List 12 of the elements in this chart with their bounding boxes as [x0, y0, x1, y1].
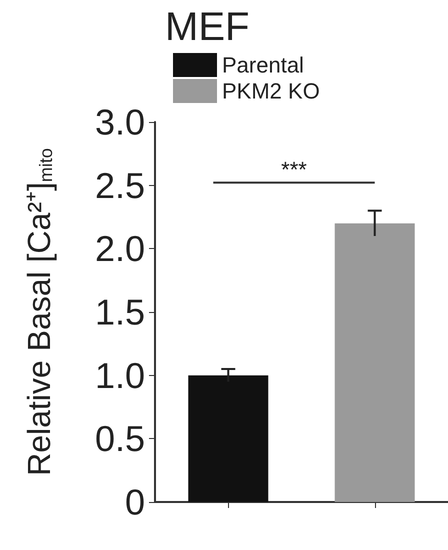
- annotation: ***: [281, 157, 308, 182]
- y-tick-label: 2.5: [94, 164, 145, 206]
- y-tick-label: 0.5: [94, 418, 145, 460]
- y-tick-label: 2.0: [94, 228, 145, 270]
- chart-title: MEF: [165, 5, 250, 49]
- y-axis-title: Relative Basal [Ca²⁺]mito: [21, 148, 57, 476]
- y-tick-label: 1.5: [94, 292, 145, 332]
- y-tick-label: 0: [124, 482, 145, 522]
- y-tick-label: 1.0: [94, 354, 145, 396]
- y-tick-label: 3.0: [94, 102, 145, 142]
- legend-label: PKM2 KO: [222, 78, 320, 104]
- legend-label: Parental: [222, 52, 304, 78]
